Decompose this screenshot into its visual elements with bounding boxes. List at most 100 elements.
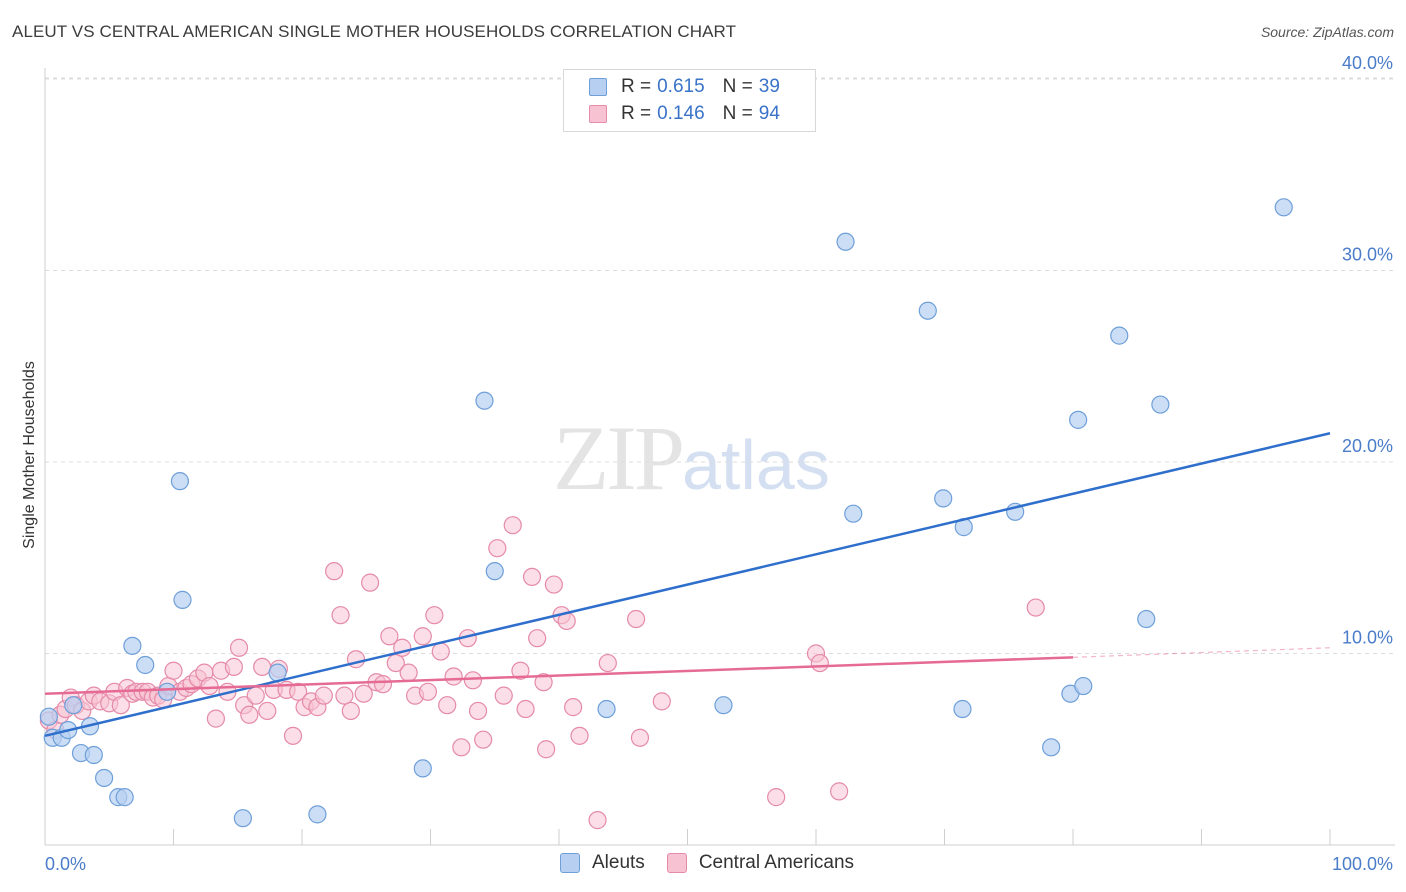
bottom-legend-swatch-central-americans [666,853,687,873]
point-central-american [341,701,360,721]
point-aleut [1274,198,1293,217]
point-central-american [468,701,488,721]
point-central-american [335,686,354,705]
x-tick-label: 0.0% [45,854,86,874]
legend-n-label: N = [722,76,753,97]
legend: R = 0.615 N = 39 R = 0.146 N = 94 [563,69,816,132]
trend-line-central-americans [44,656,1074,695]
point-aleut [39,707,58,726]
bottom-legend-swatch-aleuts [560,853,580,873]
axes [44,68,1395,846]
trend-line-aleuts [44,432,1331,738]
point-central-american [331,606,350,625]
point-central-american [598,653,617,673]
point-aleut [1110,326,1129,345]
point-central-american [431,642,450,661]
point-aleut [95,768,114,788]
series-central-americans [39,516,1045,830]
point-central-american [511,661,530,680]
point-aleut [597,699,616,719]
grid-lines [45,77,1395,654]
y-tick-label: 40.0% [1342,53,1393,73]
source-label: Source: ZipAtlas.com [1260,24,1394,40]
point-central-american [413,627,432,646]
bottom-legend-central-americans: Central Americans [666,852,855,874]
point-aleut [173,590,192,609]
legend-row-aleuts: R = 0.615 N = 39 [589,75,780,99]
tick-labels: 10.0% 20.0% 30.0% 40.0% 0.0% 100.0% [45,53,1393,874]
legend-r-value: 0.615 [657,76,705,97]
point-central-american [253,657,272,677]
point-central-american [652,692,671,711]
point-aleut [170,472,190,491]
point-aleut [953,699,972,719]
point-aleut [84,745,103,765]
point-central-american [452,738,471,757]
point-central-american [830,782,849,801]
point-central-american [570,726,589,745]
point-central-american [767,788,786,807]
point-central-american [626,609,646,629]
legend-swatch-central-americans [589,105,607,123]
point-central-american [494,686,513,705]
bottom-legend: Aleuts Central Americans [560,852,876,874]
chart-title: ALEUT VS CENTRAL AMERICAN SINGLE MOTHER … [12,22,737,41]
point-central-american [418,682,438,701]
point-aleut [1151,395,1170,414]
legend-r-label: R = [621,103,652,124]
point-aleut [157,682,177,701]
point-central-american [463,671,483,690]
point-aleut [64,696,83,715]
point-central-american [283,726,303,745]
legend-n-label: N = [722,103,753,124]
point-aleut [123,636,142,655]
point-central-american [399,663,418,682]
point-aleut [136,655,155,675]
point-central-american [229,638,249,657]
point-aleut [934,489,953,508]
point-central-american [164,661,183,680]
point-central-american [224,657,243,677]
point-central-american [534,673,553,692]
y-tick-label: 30.0% [1342,245,1393,265]
legend-r-label: R = [621,76,652,97]
point-central-american [488,539,507,558]
point-aleut [308,805,327,824]
point-central-american [474,730,493,749]
point-aleut [918,301,937,320]
point-central-american [503,516,522,535]
point-central-american [438,696,457,715]
point-aleut [475,391,494,410]
x-tick-label: 100.0% [1332,854,1393,874]
point-central-american [528,629,547,648]
point-central-american [314,686,333,705]
point-aleut [413,759,432,778]
point-central-american [240,705,259,724]
bottom-legend-label-central-americans: Central Americans [698,852,855,873]
point-central-american [246,686,265,705]
point-central-american [444,667,463,686]
point-aleut [1137,609,1156,629]
point-central-american [588,811,607,830]
trend-line-central-americans-extension [1072,647,1331,658]
y-tick-label: 10.0% [1342,628,1393,648]
point-central-american [564,698,583,717]
point-central-american [258,701,277,721]
legend-n-value: 94 [758,103,780,124]
point-aleut [1069,410,1088,429]
point-central-american [111,696,130,715]
y-tick-label: 20.0% [1342,436,1393,456]
point-central-american [810,653,829,673]
bottom-legend-label-aleuts: Aleuts [592,852,645,873]
point-aleut [115,788,134,807]
point-central-american [206,709,226,728]
point-aleut [1074,676,1093,696]
point-central-american [522,567,542,587]
point-central-american [516,699,535,719]
point-central-american [1026,598,1045,617]
y-axis-title: Single Mother Households [21,361,38,549]
point-central-american [425,606,444,625]
point-central-american [380,627,399,646]
point-central-american [361,573,380,592]
point-central-american [325,562,344,581]
